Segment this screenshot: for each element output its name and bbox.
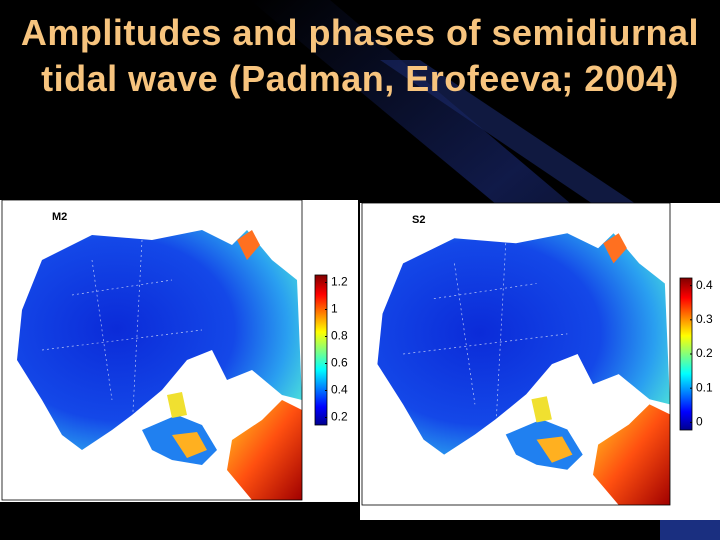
map	[361, 202, 671, 506]
strait	[531, 396, 552, 423]
panel-label: M2	[52, 211, 67, 223]
colorbar-label: 0	[696, 415, 703, 429]
graticule	[403, 333, 568, 355]
ocean	[17, 230, 302, 450]
panel-label: S2	[412, 214, 425, 226]
east-shelf	[237, 230, 260, 260]
colorbar-label: 0.8	[331, 329, 348, 343]
graticule	[41, 329, 203, 351]
bay-hot	[172, 432, 207, 458]
graticule	[91, 259, 113, 401]
colorbar-label: 0.2	[331, 410, 348, 424]
graticule	[131, 239, 143, 431]
bay-hot	[536, 436, 573, 463]
map-panel: S2 0 0.1 0.2 0.3 0.4	[361, 202, 713, 506]
graticule	[433, 283, 537, 299]
colorbar-label: 0.3	[696, 312, 713, 326]
colorbar-label: 0.4	[331, 383, 348, 397]
colorbar-label: 0.6	[331, 356, 348, 370]
east-shelf	[603, 233, 627, 264]
graticule	[495, 243, 507, 435]
map-frame	[361, 202, 671, 506]
map	[1, 199, 303, 501]
ocean	[377, 233, 670, 455]
map-panel: M2 0.2 0.4 0.6 0.8 1 1.2	[1, 199, 348, 501]
slide-title: Amplitudes and phases of semidiurnal tid…	[20, 12, 700, 99]
coast-hot	[227, 400, 302, 500]
colorbar	[314, 274, 328, 426]
colorbar-label: 1	[331, 302, 338, 316]
colorbar-label: 1.2	[331, 275, 348, 289]
colorbar-label: 0.2	[696, 346, 713, 360]
graticule	[454, 263, 476, 405]
map-frame	[1, 199, 303, 501]
colorbar-label: 0.4	[696, 278, 713, 292]
coast-hot	[593, 404, 670, 505]
colorbar-label: 0.1	[696, 380, 713, 394]
graticule	[71, 279, 173, 296]
strait	[167, 392, 187, 418]
